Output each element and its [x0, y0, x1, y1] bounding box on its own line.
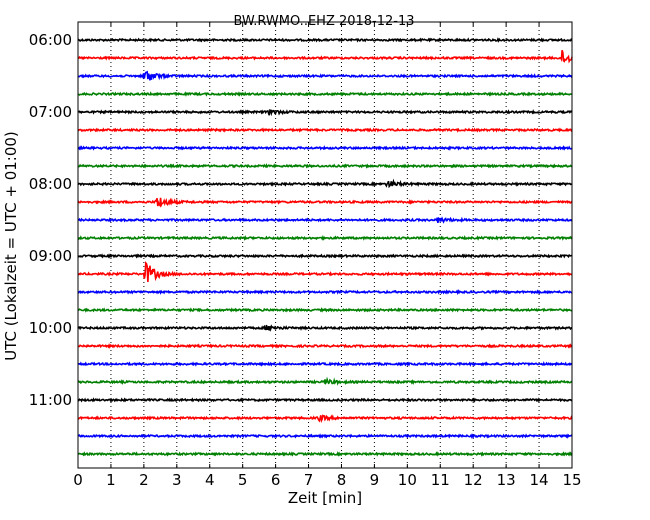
trace-0815	[77, 197, 573, 208]
trace-0730	[77, 145, 573, 151]
x-tick-label: 4	[205, 471, 215, 489]
trace-1100	[77, 397, 573, 403]
x-tick-label: 5	[238, 471, 248, 489]
y-tick-label: 07:00	[29, 103, 72, 121]
x-tick-label: 0	[73, 471, 83, 489]
trace-0800	[77, 178, 573, 189]
trace-0630	[77, 70, 573, 81]
x-tick-label: 2	[139, 471, 149, 489]
y-tick-label: 09:00	[29, 247, 72, 265]
plot-frame	[77, 21, 573, 469]
trace-0900	[77, 253, 573, 259]
x-tick-label: 7	[304, 471, 314, 489]
trace-1145	[77, 451, 573, 457]
y-tick-label: 06:00	[29, 31, 72, 49]
trace-0845	[77, 235, 573, 241]
seismic-traces	[77, 37, 573, 457]
x-tick-label: 14	[530, 471, 549, 489]
x-tick-label: 12	[464, 471, 483, 489]
y-axis-label: UTC (Lokalzeit = UTC + 01:00)	[2, 131, 20, 361]
trace-0645	[77, 91, 573, 97]
y-tick-label: 10:00	[29, 319, 72, 337]
x-tick-label: 3	[172, 471, 182, 489]
trace-1015	[77, 343, 573, 349]
trace-0745	[77, 163, 573, 169]
trace-1115	[77, 414, 573, 424]
x-tick-label: 13	[497, 471, 516, 489]
y-tick-label: 08:00	[29, 175, 72, 193]
trace-0715	[77, 127, 573, 133]
x-axis-label: Zeit [min]	[288, 489, 362, 507]
trace-0930	[77, 289, 573, 296]
trace-1000	[77, 324, 573, 333]
x-tick-label: 1	[106, 471, 116, 489]
trace-0830	[77, 216, 573, 224]
y-axis-ticks: 06:00 07:00 08:00 09:00 10:00 11:00	[29, 31, 572, 409]
x-tick-label: 8	[337, 471, 347, 489]
x-tick-label: 11	[431, 471, 450, 489]
trace-1130	[77, 433, 573, 439]
trace-1030	[77, 361, 573, 367]
x-tick-label: 15	[562, 471, 581, 489]
trace-1045	[77, 376, 573, 386]
trace-0615	[77, 49, 573, 64]
trace-0915	[77, 261, 573, 283]
trace-0700	[77, 109, 573, 117]
x-tick-label: 9	[370, 471, 380, 489]
trace-0945	[77, 307, 573, 313]
trace-0600	[77, 37, 573, 43]
x-axis-ticks: 0 1 2 3 4 5 6 7 8 9 10 11 12 13 14 15	[73, 22, 582, 489]
x-tick-label: 6	[271, 471, 281, 489]
x-tick-label: 10	[398, 471, 417, 489]
y-tick-label: 11:00	[29, 391, 72, 409]
